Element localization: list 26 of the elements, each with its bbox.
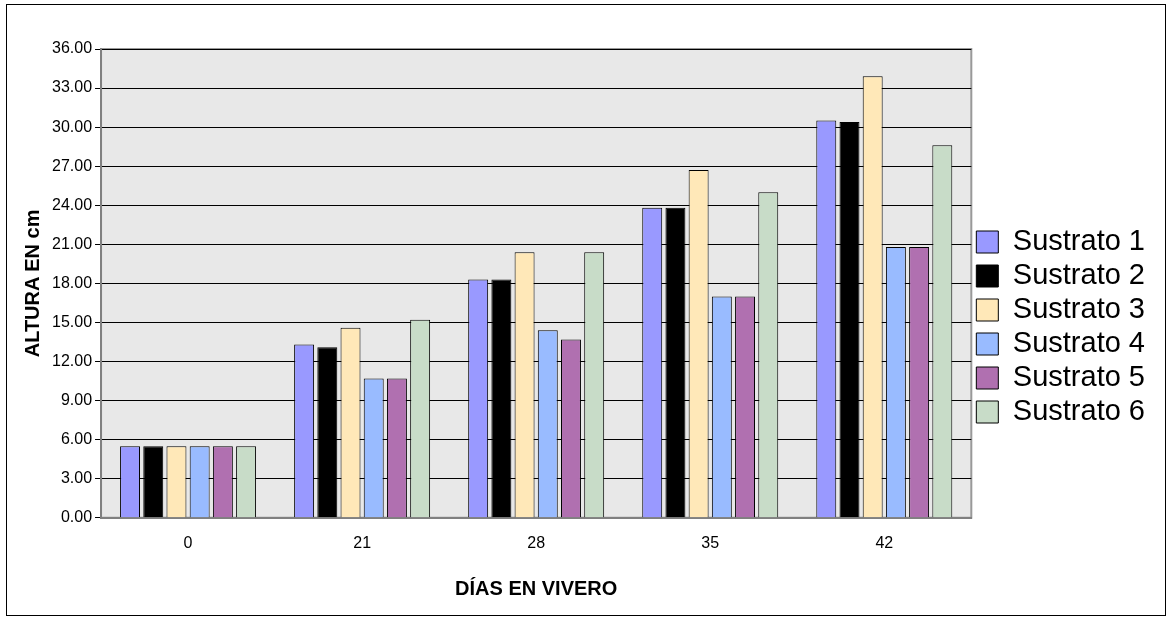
- legend-label: Sustrato 6: [1012, 394, 1145, 426]
- x-tick-label: 28: [527, 533, 546, 551]
- y-tick-label: 33.00: [51, 78, 93, 96]
- y-tick-label: 27.00: [51, 156, 93, 174]
- y-tick-label: 0.00: [60, 508, 93, 526]
- y-tick-label: 15.00: [51, 312, 93, 330]
- x-axis-title: DÍAS EN VIVERO: [455, 576, 618, 599]
- y-tick-label: 30.00: [51, 117, 93, 135]
- y-tick-label: 6.00: [60, 430, 93, 448]
- y-tick-label: 18.00: [51, 273, 93, 291]
- y-tick-label: 36.00: [51, 39, 93, 57]
- x-tick-label: 0: [183, 533, 193, 551]
- x-tick-label: 21: [353, 533, 372, 551]
- y-tick-label: 12.00: [51, 351, 93, 369]
- y-tick-label: 21.00: [51, 234, 93, 252]
- y-tick-label: 3.00: [60, 469, 93, 487]
- legend-label: Sustrato 3: [1012, 292, 1145, 324]
- legend-label: Sustrato 5: [1012, 360, 1145, 392]
- legend-label: Sustrato 4: [1012, 326, 1145, 358]
- y-tick-label: 9.00: [60, 391, 93, 409]
- legend-label: Sustrato 1: [1012, 224, 1145, 256]
- y-tick-label: 24.00: [51, 195, 93, 213]
- x-tick-label: 35: [701, 533, 720, 551]
- legend-label: Sustrato 2: [1012, 258, 1145, 290]
- y-axis-title: ALTURA EN cm: [20, 209, 43, 358]
- x-tick-label: 42: [875, 533, 894, 551]
